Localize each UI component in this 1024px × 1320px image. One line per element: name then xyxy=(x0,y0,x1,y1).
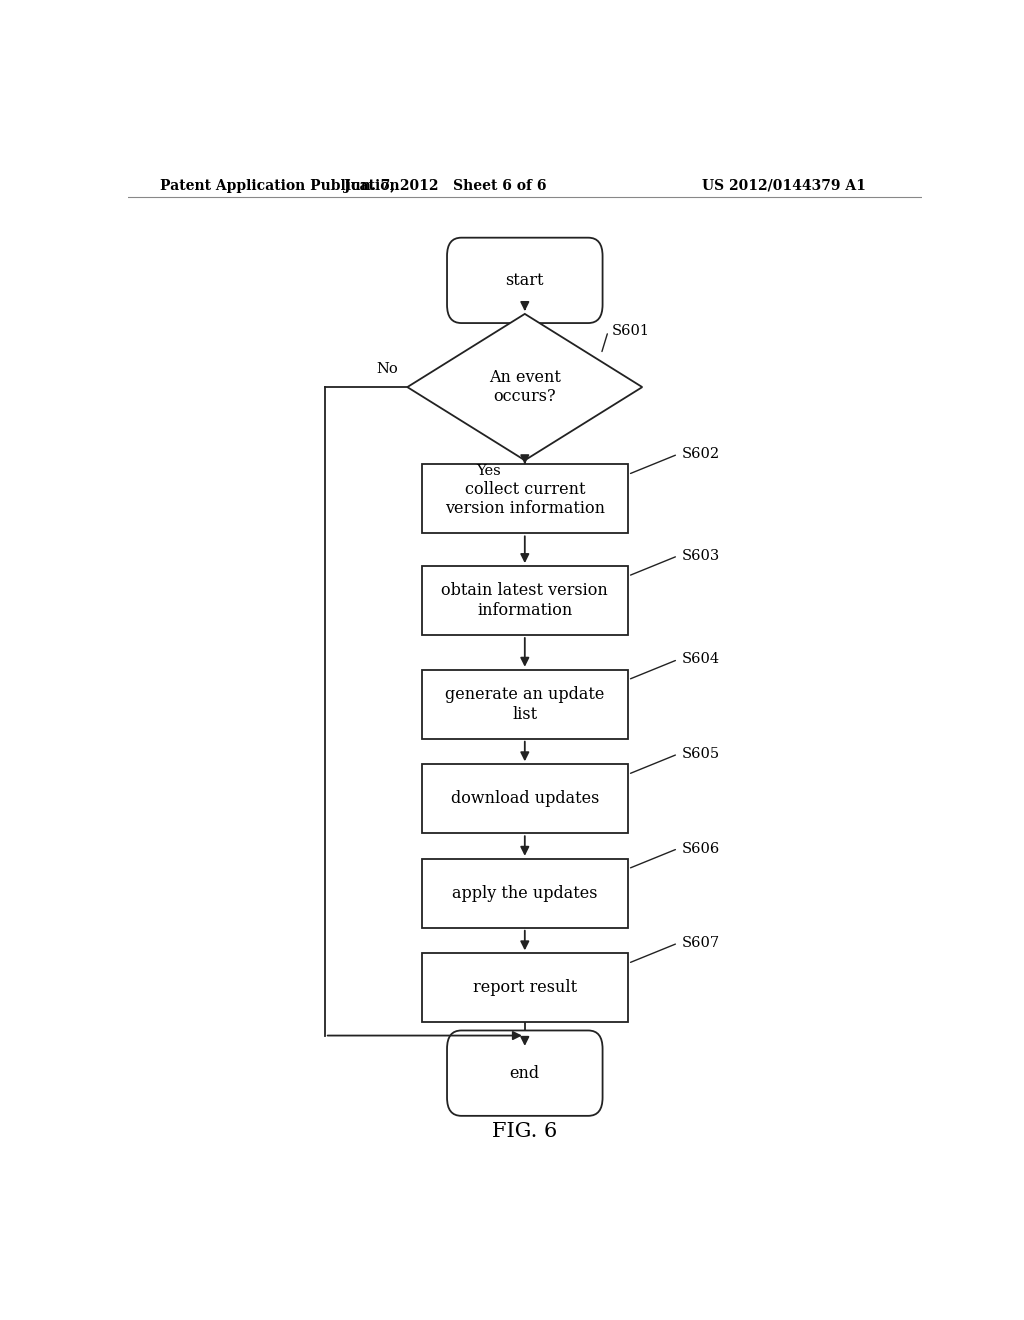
Text: S605: S605 xyxy=(682,747,720,762)
Text: S607: S607 xyxy=(682,936,720,950)
Polygon shape xyxy=(408,314,642,461)
Text: Jun. 7, 2012   Sheet 6 of 6: Jun. 7, 2012 Sheet 6 of 6 xyxy=(344,178,547,193)
Bar xyxy=(422,669,628,739)
Bar xyxy=(422,465,628,533)
Text: download updates: download updates xyxy=(451,791,599,808)
Text: Yes: Yes xyxy=(476,465,501,478)
FancyBboxPatch shape xyxy=(447,1031,602,1115)
Bar xyxy=(422,566,628,635)
Text: US 2012/0144379 A1: US 2012/0144379 A1 xyxy=(702,178,866,193)
Text: obtain latest version
information: obtain latest version information xyxy=(441,582,608,619)
Text: No: No xyxy=(376,362,397,376)
Bar xyxy=(422,764,628,833)
Text: An event
occurs?: An event occurs? xyxy=(488,368,561,405)
Text: generate an update
list: generate an update list xyxy=(445,686,604,722)
FancyBboxPatch shape xyxy=(447,238,602,323)
Text: S606: S606 xyxy=(682,842,720,855)
Text: S601: S601 xyxy=(612,325,650,338)
Text: S604: S604 xyxy=(682,652,720,667)
Text: start: start xyxy=(506,272,544,289)
Text: FIG. 6: FIG. 6 xyxy=(493,1122,557,1140)
Text: report result: report result xyxy=(473,979,577,997)
Text: collect current
version information: collect current version information xyxy=(444,480,605,517)
Text: S603: S603 xyxy=(682,549,720,562)
Text: end: end xyxy=(510,1065,540,1081)
Bar xyxy=(422,953,628,1022)
Text: S602: S602 xyxy=(682,447,720,461)
Text: Patent Application Publication: Patent Application Publication xyxy=(160,178,399,193)
Text: apply the updates: apply the updates xyxy=(452,884,598,902)
Bar xyxy=(422,859,628,928)
